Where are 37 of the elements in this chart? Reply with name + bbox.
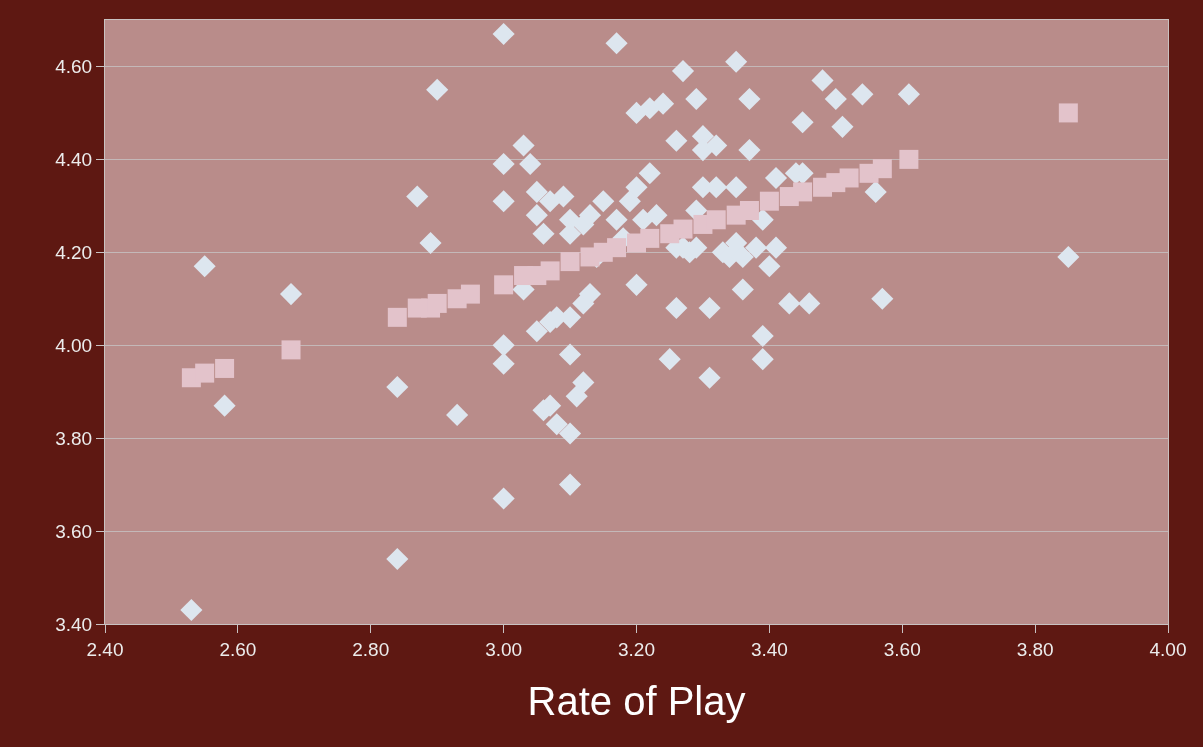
point <box>607 238 627 258</box>
x-tick-label: 3.40 <box>750 638 788 660</box>
x-axis-title: Rate of Play <box>527 679 746 724</box>
y-tick-label: 4.00 <box>55 334 93 356</box>
point <box>759 191 779 211</box>
point <box>899 149 919 169</box>
point <box>793 182 813 202</box>
point <box>427 293 447 313</box>
point <box>706 210 726 230</box>
y-tick-label: 3.40 <box>55 613 93 635</box>
point <box>215 358 235 378</box>
y-tick-label: 3.80 <box>55 427 93 449</box>
point <box>739 200 759 220</box>
y-tick-label: 4.40 <box>55 149 93 171</box>
y-tick-label: 4.20 <box>55 241 93 263</box>
point <box>460 284 480 304</box>
y-tick-label: 4.60 <box>55 56 93 78</box>
x-tick-label: 2.80 <box>352 638 390 660</box>
point <box>673 219 693 239</box>
point <box>560 252 580 272</box>
x-tick-label: 3.60 <box>883 638 921 660</box>
x-tick-label: 3.20 <box>618 638 655 660</box>
point <box>540 261 560 281</box>
x-tick-label: 4.00 <box>1149 638 1187 660</box>
point <box>195 363 215 383</box>
y-tick-label: 3.60 <box>55 520 93 542</box>
x-tick-label: 2.60 <box>219 638 257 660</box>
point <box>387 307 407 327</box>
x-tick-label: 3.00 <box>485 638 523 660</box>
point <box>872 159 892 179</box>
point <box>1058 103 1078 123</box>
point <box>281 340 301 360</box>
x-tick-label: 2.40 <box>86 638 124 660</box>
point <box>839 168 859 188</box>
x-tick-label: 3.80 <box>1016 638 1054 660</box>
point <box>640 228 660 248</box>
point <box>494 275 514 295</box>
